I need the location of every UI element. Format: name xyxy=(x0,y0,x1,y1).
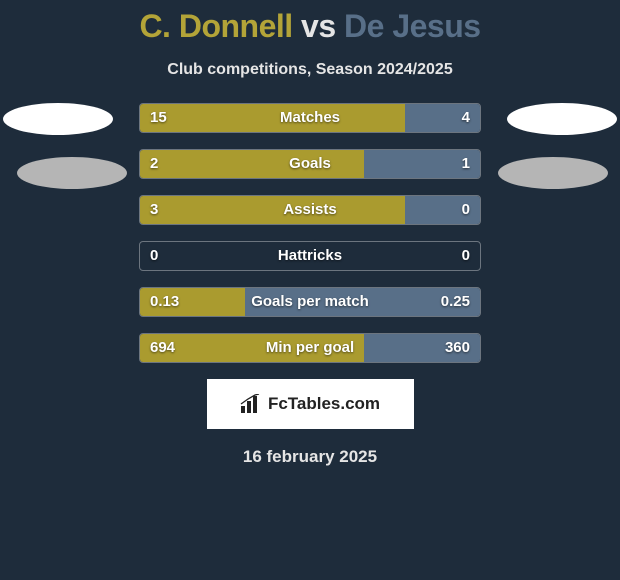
metric-label: Assists xyxy=(140,196,480,224)
metric-row: Matches15 4 xyxy=(139,103,481,133)
metric-label: Hattricks xyxy=(140,242,480,270)
metric-row: Goals2 1 xyxy=(139,149,481,179)
metric-value-left: 2 xyxy=(150,150,158,178)
metric-value-left: 15 xyxy=(150,104,167,132)
player1-club-placeholder xyxy=(17,157,127,189)
player2-name: De Jesus xyxy=(344,8,481,44)
metric-value-right: 0 xyxy=(462,196,470,224)
date: 16 february 2025 xyxy=(0,447,620,467)
player2-photo-placeholder xyxy=(507,103,617,135)
player2-club-placeholder xyxy=(498,157,608,189)
metric-label: Min per goal xyxy=(140,334,480,362)
logo-box: FcTables.com xyxy=(207,379,414,429)
metric-row: Assists3 0 xyxy=(139,195,481,225)
subtitle: Club competitions, Season 2024/2025 xyxy=(0,61,620,79)
player1-photo-placeholder xyxy=(3,103,113,135)
metric-bars: Matches154Goals21Assists30Hattricks00Goa… xyxy=(139,103,481,363)
metric-value-right: 0.25 xyxy=(441,288,470,316)
metric-label: Goals per match xyxy=(140,288,480,316)
chart-icon xyxy=(240,394,262,414)
comparison-title: C. Donnell vs De Jesus xyxy=(0,0,620,45)
player1-name: C. Donnell xyxy=(139,8,292,44)
metric-value-right: 4 xyxy=(462,104,470,132)
metric-row: Min per goal694 360 xyxy=(139,333,481,363)
metric-value-left: 0.13 xyxy=(150,288,179,316)
metric-value-right: 360 xyxy=(445,334,470,362)
metric-value-left: 0 xyxy=(150,242,158,270)
metric-row: Hattricks0 0 xyxy=(139,241,481,271)
vs-text: vs xyxy=(301,8,336,44)
metric-label: Matches xyxy=(140,104,480,132)
metric-value-left: 694 xyxy=(150,334,175,362)
metric-value-right: 0 xyxy=(462,242,470,270)
chart-area: Matches154Goals21Assists30Hattricks00Goa… xyxy=(0,103,620,363)
metric-value-right: 1 xyxy=(462,150,470,178)
metric-value-left: 3 xyxy=(150,196,158,224)
metric-label: Goals xyxy=(140,150,480,178)
logo-text: FcTables.com xyxy=(268,394,380,414)
metric-row: Goals per match0.13 0.25 xyxy=(139,287,481,317)
